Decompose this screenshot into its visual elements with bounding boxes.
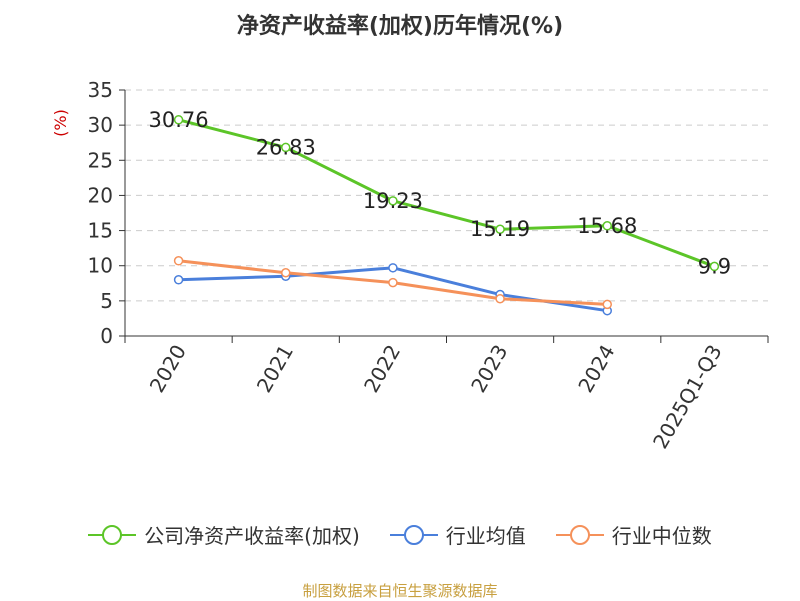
series-line-0 [178, 118, 715, 268]
y-tick-label: 35 [88, 78, 113, 102]
data-point [173, 115, 184, 125]
x-tick-label: 2023 [466, 341, 512, 397]
data-point [173, 275, 184, 285]
legend-label: 公司净资产收益率(加权) [144, 524, 360, 548]
y-axis-label: (%) [51, 109, 70, 137]
legend: 公司净资产收益率(加权) 行业均值 行业中位数 [0, 520, 800, 549]
x-tick-label: 2024 [573, 341, 619, 397]
x-tick-label: 2020 [145, 341, 191, 397]
y-tick-label: 0 [100, 324, 113, 348]
source-note: 制图数据来自恒生聚源数据库 [302, 582, 498, 600]
legend-swatch [555, 524, 604, 545]
data-point [388, 277, 398, 288]
data-label: 19.23 [363, 189, 423, 213]
label-layer: 30.76 26.83 19.23 15.19 15.68 9.9 [149, 108, 732, 279]
data-point [602, 221, 612, 231]
data-point [281, 267, 291, 278]
data-point [495, 224, 505, 234]
chart-title: 净资产收益率(加权)历年情况(%) [236, 14, 564, 39]
line-chart: 0 5 10 15 20 25 30 35 (%) 2020 2021 2022 2023 2024 202… [51, 78, 769, 453]
legend-item[interactable]: 公司净资产收益率(加权) [88, 520, 360, 549]
legend-item[interactable]: 行业中位数 [555, 520, 712, 549]
y-tick-label: 30 [88, 113, 113, 137]
data-point [173, 256, 184, 266]
data-point [281, 142, 291, 153]
data-point [388, 263, 398, 273]
legend-swatch-marker [569, 524, 590, 545]
y-tick-label: 5 [100, 289, 113, 313]
data-label: 15.68 [577, 214, 637, 238]
x-tick-label: 2025Q1-Q3 [648, 341, 727, 453]
data-point [495, 293, 505, 304]
series-layer [173, 115, 720, 316]
x-tick-label: 2022 [359, 341, 405, 397]
legend-swatch [389, 524, 438, 545]
x-tick-label: 2021 [252, 341, 298, 397]
legend-swatch [88, 524, 137, 545]
grid-layer [125, 89, 768, 302]
legend-item[interactable]: 行业均值 [389, 520, 526, 549]
data-point [602, 299, 612, 310]
data-label: 9.9 [698, 254, 731, 278]
data-label: 30.76 [149, 108, 209, 132]
y-tick-label: 25 [88, 148, 113, 172]
data-point [388, 196, 398, 206]
legend-swatch-marker [102, 524, 123, 545]
legend-swatch-marker [403, 524, 424, 545]
legend-label: 行业中位数 [611, 524, 712, 548]
data-point [709, 261, 720, 272]
y-tick-label: 15 [88, 219, 113, 243]
legend-label: 行业均值 [445, 524, 526, 548]
y-tick-label: 20 [88, 183, 113, 207]
data-label: 15.19 [470, 217, 530, 241]
data-label: 26.83 [256, 135, 316, 159]
series-line-1 [178, 266, 608, 313]
y-tick-label: 10 [88, 254, 113, 278]
